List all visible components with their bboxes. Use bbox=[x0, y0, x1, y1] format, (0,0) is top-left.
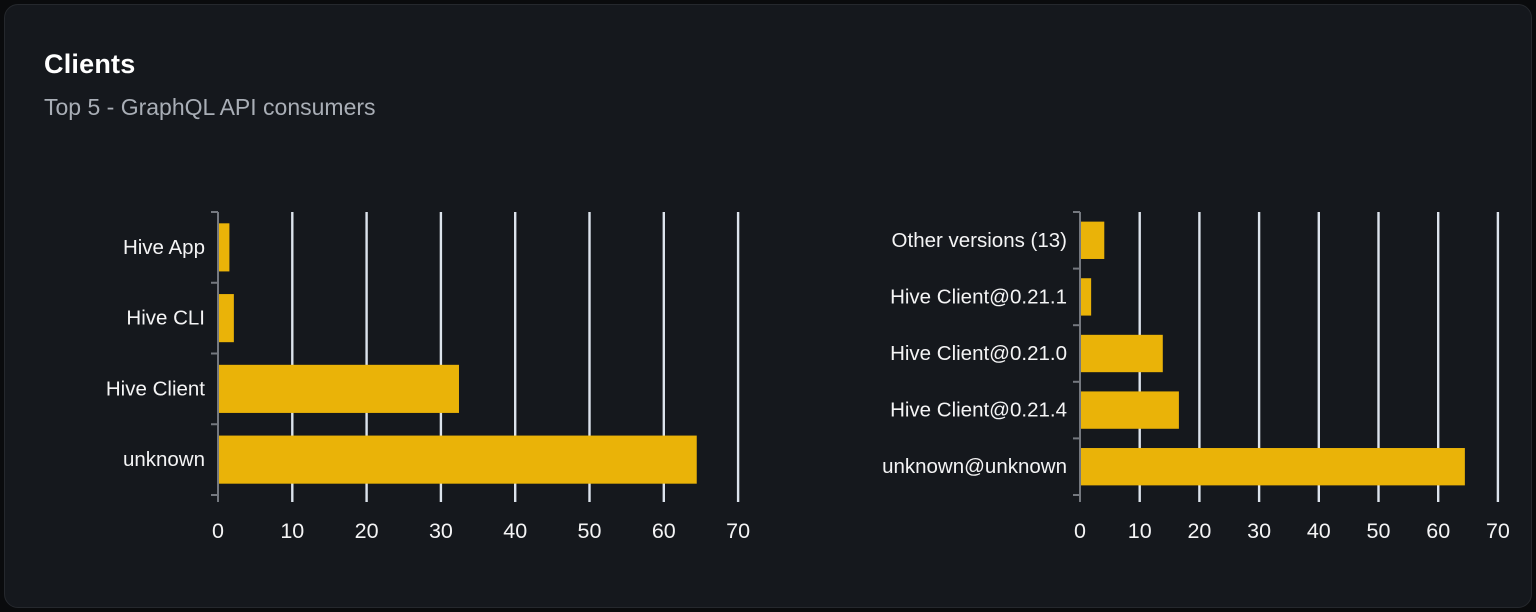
x-tick-label: 10 bbox=[280, 519, 304, 543]
x-tick-label: 30 bbox=[429, 519, 453, 543]
card-title: Clients bbox=[44, 49, 136, 79]
category-label: Hive Client@0.21.0 bbox=[890, 342, 1067, 365]
bar[interactable] bbox=[1081, 334, 1163, 373]
x-tick-label: 10 bbox=[1128, 519, 1152, 543]
x-tick-label: 60 bbox=[652, 519, 676, 543]
card-header: Clients Top 5 - GraphQL API consumers bbox=[44, 49, 376, 121]
category-label: Hive Client@0.21.1 bbox=[890, 285, 1067, 308]
bar[interactable] bbox=[219, 435, 697, 484]
bar[interactable] bbox=[219, 294, 234, 343]
bar-chart-svg: 0 10 20 30 40 50 60 70 Hive App Hive CLI Hive Clie… bbox=[106, 211, 750, 543]
category-label: unknown@unknown bbox=[882, 455, 1067, 478]
category-label: Hive App bbox=[123, 236, 205, 259]
bar[interactable] bbox=[1081, 278, 1092, 316]
x-tick-label: 20 bbox=[1187, 519, 1211, 543]
x-tick-label: 70 bbox=[1486, 519, 1510, 543]
clients-card: Clients Top 5 - GraphQL API consumers 0 1… bbox=[4, 4, 1532, 608]
category-label: unknown bbox=[123, 448, 205, 471]
bar-chart-svg: 0 10 20 30 40 50 60 70 Other versions (13) Hive C… bbox=[882, 211, 1510, 543]
bar[interactable] bbox=[1081, 221, 1105, 259]
x-tick-label: 0 bbox=[1074, 519, 1086, 543]
bar[interactable] bbox=[219, 223, 230, 272]
category-label: Other versions (13) bbox=[892, 229, 1067, 252]
x-tick-label: 0 bbox=[212, 519, 224, 543]
x-tick-label: 70 bbox=[726, 519, 750, 543]
card-subtitle: Top 5 - GraphQL API consumers bbox=[44, 94, 376, 121]
bar[interactable] bbox=[1081, 391, 1179, 429]
category-label: Hive CLI bbox=[126, 307, 205, 330]
x-tick-label: 50 bbox=[578, 519, 602, 543]
x-tick-label: 40 bbox=[503, 519, 527, 543]
x-tick-label: 30 bbox=[1247, 519, 1271, 543]
charts-row: 0 10 20 30 40 50 60 70 Hive App Hive CLI Hive Clie… bbox=[5, 196, 1531, 546]
x-tick-label: 40 bbox=[1307, 519, 1331, 543]
x-tick-label: 20 bbox=[355, 519, 379, 543]
x-tick-label: 50 bbox=[1367, 519, 1391, 543]
clients-by-version-chart: 0 10 20 30 40 50 60 70 Other versions (13) Hive C… bbox=[846, 196, 1512, 545]
x-tick-label: 60 bbox=[1426, 519, 1450, 543]
clients-by-name-chart: 0 10 20 30 40 50 60 70 Hive App Hive CLI Hive Clie… bbox=[86, 196, 752, 545]
bar[interactable] bbox=[219, 364, 459, 413]
bar[interactable] bbox=[1081, 448, 1465, 486]
category-label: Hive Client@0.21.4 bbox=[890, 399, 1067, 422]
category-label: Hive Client bbox=[106, 377, 205, 400]
